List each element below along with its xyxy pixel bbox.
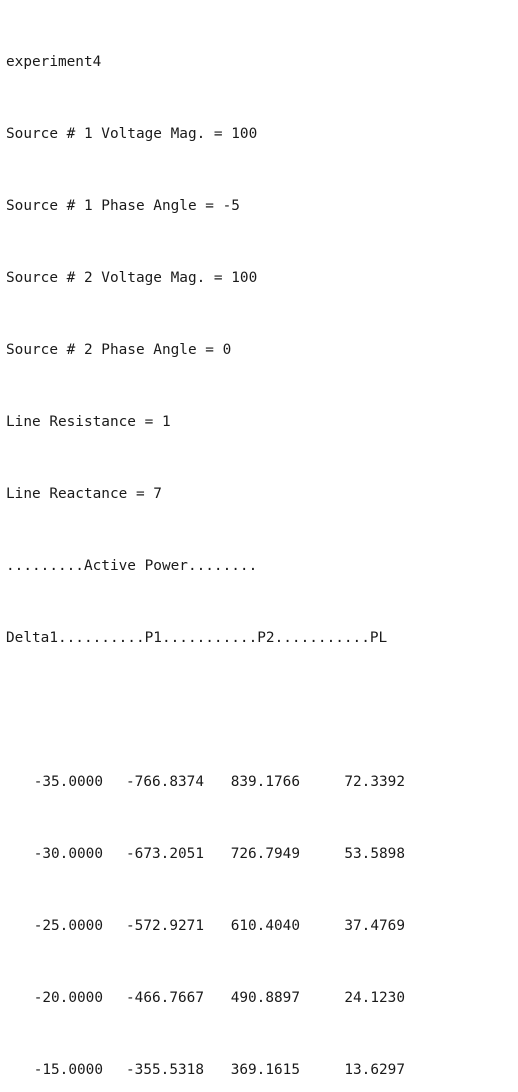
delta-cell: -35.0000 <box>33 774 103 790</box>
table-row: -15.0000 -355.5318 369.1615 13.6297 <box>6 1058 516 1082</box>
p2-cell: 726.7949 <box>230 846 300 862</box>
pl-cell: 37.4769 <box>344 918 405 934</box>
console-output: experiment4 Source # 1 Voltage Mag. = 10… <box>6 2 516 1092</box>
source2-voltage-line: Source # 2 Voltage Mag. = 100 <box>6 270 258 286</box>
table-row: -25.0000 -572.9271 610.4040 37.4769 <box>6 914 516 938</box>
pl-cell: 24.1230 <box>344 990 405 1006</box>
p2-cell: 490.8897 <box>230 990 300 1006</box>
p1-cell: -355.5318 <box>126 1062 204 1078</box>
delta-cell: -30.0000 <box>33 846 103 862</box>
experiment-title: experiment4 <box>6 54 102 70</box>
data-table: -35.0000 -766.8374 839.1766 72.3392 -30.000… <box>6 722 516 1092</box>
line-reactance-line: Line Reactance = 7 <box>6 486 162 502</box>
pl-cell: 13.6297 <box>344 1062 405 1078</box>
source1-angle-line: Source # 1 Phase Angle = -5 <box>6 198 240 214</box>
source1-voltage-line: Source # 1 Voltage Mag. = 100 <box>6 126 258 142</box>
delta-cell: -15.0000 <box>33 1062 103 1078</box>
p1-cell: -673.2051 <box>126 846 204 862</box>
line-resistance-line: Line Resistance = 1 <box>6 414 171 430</box>
table-row: -20.0000 -466.7667 490.8897 24.1230 <box>6 986 516 1010</box>
table-column-headers: Delta1..........P1...........P2.........… <box>6 630 388 646</box>
p1-cell: -466.7667 <box>126 990 204 1006</box>
p1-cell: -766.8374 <box>126 774 204 790</box>
source2-angle-line: Source # 2 Phase Angle = 0 <box>6 342 232 358</box>
pl-cell: 53.5898 <box>344 846 405 862</box>
table-row: -35.0000 -766.8374 839.1766 72.3392 <box>6 770 516 794</box>
pl-cell: 72.3392 <box>344 774 405 790</box>
p2-cell: 839.1766 <box>230 774 300 790</box>
p2-cell: 369.1615 <box>230 1062 300 1078</box>
table-row: -30.0000 -673.2051 726.7949 53.5898 <box>6 842 516 866</box>
p1-cell: -572.9271 <box>126 918 204 934</box>
active-power-heading: .........Active Power........ <box>6 558 258 574</box>
p2-cell: 610.4040 <box>230 918 300 934</box>
delta-cell: -20.0000 <box>33 990 103 1006</box>
delta-cell: -25.0000 <box>33 918 103 934</box>
